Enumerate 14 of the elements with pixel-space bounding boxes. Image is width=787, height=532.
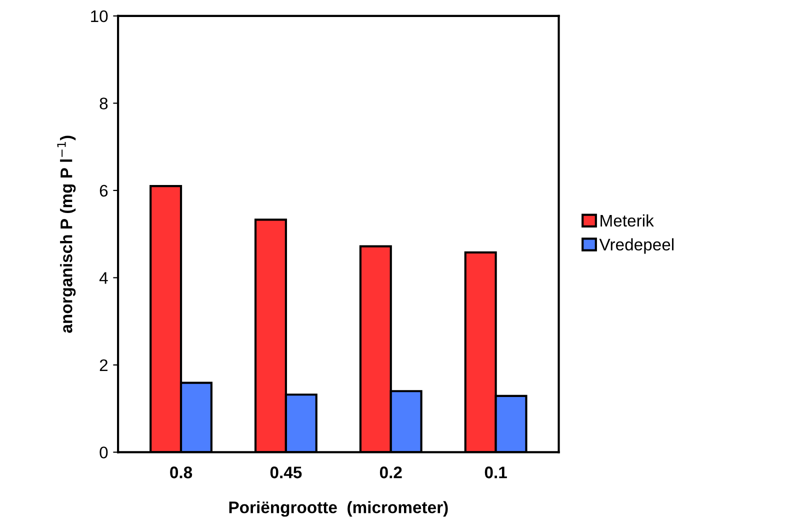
y-tick-label: 0 <box>100 446 108 458</box>
x-tick-label: 0.45 <box>270 466 302 478</box>
y-axis-title: anorganisch P (mg P l$^{−1}$) <box>57 136 76 333</box>
x-tick-label: 0.1 <box>484 466 507 478</box>
legend-label: Meterik <box>600 214 654 227</box>
y-tick-label: 10 <box>91 10 108 22</box>
x-axis-title: Poriëngrootte (micrometer) <box>229 501 448 517</box>
y-tick-label: 2 <box>100 359 108 371</box>
y-tick-label: 4 <box>99 272 108 284</box>
y-tick-label: 6 <box>100 184 108 197</box>
legend-label: Vredepeel <box>599 238 674 254</box>
y-tick-label: 8 <box>100 98 108 110</box>
x-tick-label: 0.8 <box>170 466 192 478</box>
x-tick-label: 0.2 <box>380 466 402 478</box>
